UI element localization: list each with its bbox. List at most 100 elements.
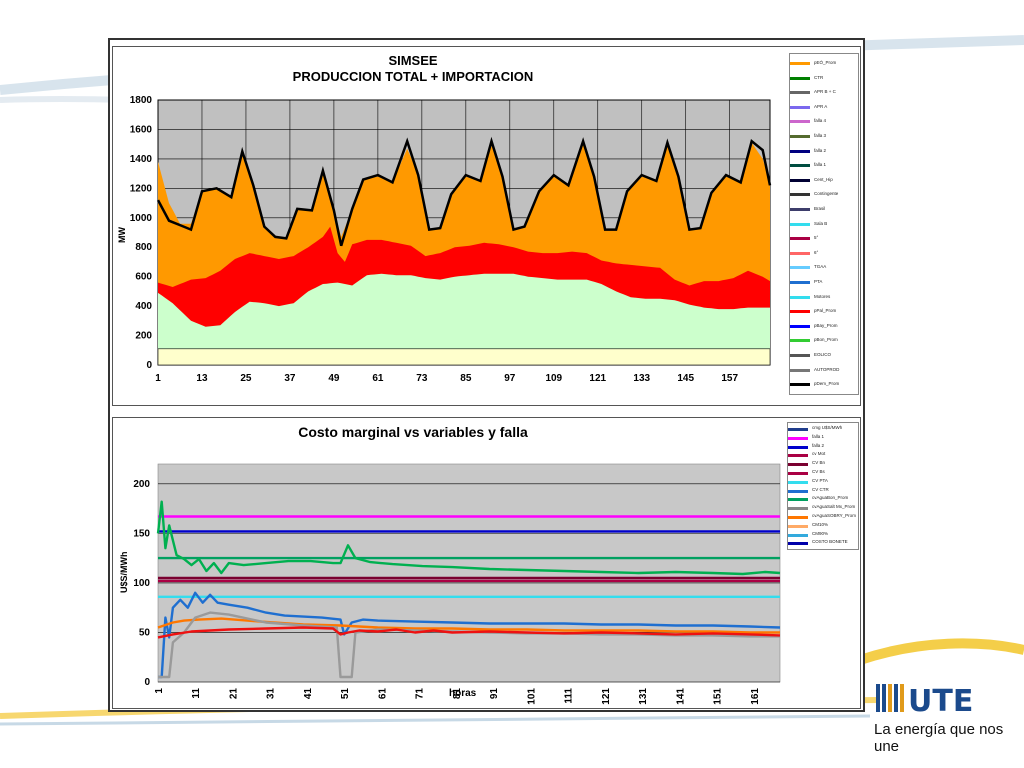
legend-label: AUTOPROD xyxy=(814,366,840,372)
legend-swatch xyxy=(790,251,810,255)
chart1-legend-item: pBay_Prom xyxy=(790,321,860,333)
legend-label: Motores xyxy=(814,293,831,299)
legend-swatch xyxy=(790,222,810,226)
legend-label: APR B + C xyxy=(814,89,836,95)
legend-label: cv Mot xyxy=(812,451,826,457)
legend-label: PTA xyxy=(814,279,823,284)
legend-swatch xyxy=(788,489,808,493)
chart2-xtick: 81 xyxy=(452,688,463,700)
legend-swatch xyxy=(788,516,808,519)
legend-label: falla 4 xyxy=(814,118,827,124)
legend-label: TGAA xyxy=(814,264,827,270)
legend-label: cvAguaBon_Prom xyxy=(812,495,849,501)
legend-label: Brasil xyxy=(814,206,826,211)
chart1-legend-item: falla 2 xyxy=(790,146,860,158)
legend-swatch xyxy=(788,463,808,467)
chart1-line-total xyxy=(156,136,772,247)
chart1-legend-item: APR B + C xyxy=(790,87,860,99)
legend-swatch xyxy=(788,542,808,546)
legend-swatch xyxy=(788,533,808,537)
chart1-legend-item: PTA xyxy=(790,277,860,289)
legend-label: CM10% xyxy=(812,521,829,527)
chart1-ytick: 1000 xyxy=(130,213,153,224)
chart1-legend-item: CTR xyxy=(790,73,860,85)
legend-swatch xyxy=(790,266,810,270)
chart2-legend-item: CM90% xyxy=(788,531,858,543)
chart2-xtick: 151 xyxy=(713,688,724,705)
chart1-xtick: 109 xyxy=(545,373,562,384)
chart2-ytick: 200 xyxy=(133,479,150,490)
chart2-xlabel: horas xyxy=(449,688,477,699)
chart2-ytick: 150 xyxy=(133,528,150,539)
chart1-ytick: 1200 xyxy=(130,183,153,194)
chart2-line-cv-ctr xyxy=(158,591,781,679)
chart2-xtick: 11 xyxy=(191,688,202,699)
chart1-legend-item: TGAA xyxy=(790,262,860,274)
legend-label: Contingente xyxy=(814,191,839,197)
chart2-legend-item: CV Bs xyxy=(788,469,858,481)
legend-label: pBay_Prom xyxy=(814,322,838,328)
legend-swatch xyxy=(790,178,810,182)
chart2-legend-item: cvAguaSalt Mx_Prom xyxy=(788,504,858,516)
chart1-legend-item: falla 1 xyxy=(790,160,860,172)
chart2-legend-item: cmg U$S/MWh xyxy=(788,425,858,437)
chart1-legend: pEÓ_Prom CTR APR B + C APR A falla 4 falla 3 f… xyxy=(789,53,859,395)
chart2-xtick: 41 xyxy=(303,688,314,700)
legend-swatch xyxy=(790,76,810,80)
legend-swatch xyxy=(790,164,810,168)
chart2-legend-item: cvAguaSOBRY_Prom xyxy=(788,513,858,525)
legend-label: 5° xyxy=(814,235,819,241)
chart1-legend-item: pBon_Prom xyxy=(790,335,860,347)
chart1-xtick: 133 xyxy=(633,373,650,384)
legend-swatch xyxy=(788,524,808,528)
chart1-legend-item: Motores xyxy=(790,292,860,304)
chart1-area-pBon_Prom xyxy=(158,273,770,365)
chart1-legend-item: falla 3 xyxy=(790,131,860,143)
chart2-xtick: 31 xyxy=(266,688,277,700)
chart1-title: SIMSEE xyxy=(388,53,438,68)
chart2-xtick: 101 xyxy=(526,688,537,705)
legend-label: COSTO BONETE xyxy=(812,539,848,545)
chart1-xtick: 73 xyxy=(416,373,428,384)
chart2-line-cvaguasalt-mx-prom xyxy=(157,617,780,634)
chart2-xtick: 71 xyxy=(415,688,426,700)
chart2-legend-item: CV PTA xyxy=(788,478,858,490)
legend-swatch xyxy=(790,135,810,138)
legend-label: pPal_Prom xyxy=(814,308,837,314)
chart1-xtick: 49 xyxy=(328,373,340,384)
chart1-ytick: 1600 xyxy=(130,124,153,135)
chart1-xtick: 157 xyxy=(721,373,738,384)
chart1-legend-item: EOLICO xyxy=(790,350,860,362)
legend-swatch xyxy=(788,445,808,449)
chart1-legend-item: falla 4 xyxy=(790,116,860,128)
chart1-xtick: 97 xyxy=(504,373,516,384)
legend-swatch xyxy=(790,354,810,357)
chart1-legend-item: pPal_Prom xyxy=(790,306,860,318)
legend-swatch xyxy=(788,480,808,484)
legend-label: CV Bs xyxy=(812,469,825,474)
chart1-area-Motores xyxy=(157,348,771,366)
legend-label: falla 1 xyxy=(812,433,825,439)
chart2-xtick: 51 xyxy=(340,688,351,700)
chart2-line-cmg-u-s-mwh xyxy=(156,500,781,576)
chart1-subtitle: PRODUCCION TOTAL + IMPORTACION xyxy=(292,69,534,84)
legend-swatch xyxy=(788,454,808,458)
chart2-ytick: 100 xyxy=(133,578,150,589)
legend-label: CV PTA xyxy=(812,477,828,483)
legend-label: cvAguaSalt Mx_Prom xyxy=(812,504,856,510)
legend-label: APR A xyxy=(814,103,828,109)
chart1-ytick: 0 xyxy=(146,360,152,371)
chart2-xtick: 21 xyxy=(228,688,239,700)
chart1-xtick: 145 xyxy=(677,373,694,384)
chart1-plot: 0 200 400 600 800 1000 1200 1400 1600 1800 1 13 25 37… xyxy=(130,95,772,384)
chart1-legend-item: pEÓ_Prom xyxy=(790,58,860,70)
chart2-legend-item: CM10% xyxy=(788,522,858,534)
legend-swatch xyxy=(788,428,808,431)
legend-swatch xyxy=(790,383,810,387)
chart1-xtick: 25 xyxy=(240,373,252,384)
legend-label: falla 2 xyxy=(814,147,827,153)
logo-text: UTE xyxy=(908,684,973,719)
legend-label: cvAguaSOBRY_Prom xyxy=(812,513,856,518)
legend-label: cmg U$S/MWh xyxy=(812,425,843,430)
